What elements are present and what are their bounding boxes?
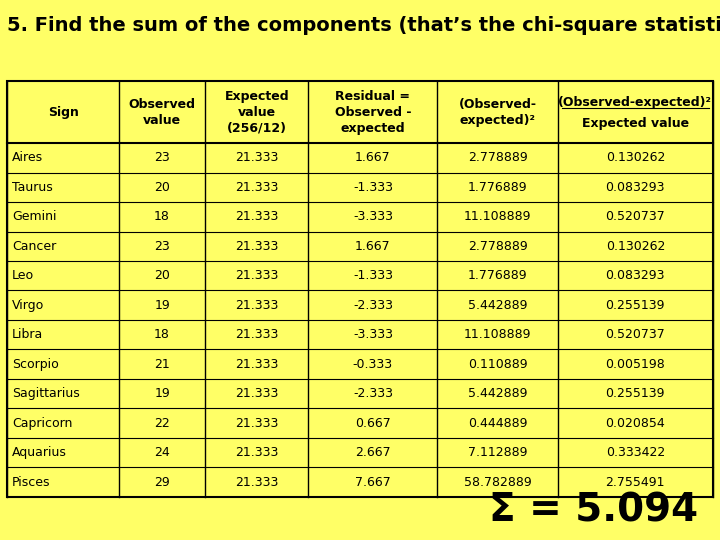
Text: -2.333: -2.333 (353, 299, 393, 312)
Text: Σ = 5.094: Σ = 5.094 (490, 491, 698, 529)
Text: 7.667: 7.667 (355, 476, 391, 489)
Text: 21.333: 21.333 (235, 417, 279, 430)
Text: 7.112889: 7.112889 (468, 446, 528, 459)
Text: Sagittarius: Sagittarius (12, 387, 80, 400)
Text: 22: 22 (154, 417, 170, 430)
Text: 21.333: 21.333 (235, 269, 279, 282)
Text: -3.333: -3.333 (353, 328, 393, 341)
Text: 21.333: 21.333 (235, 151, 279, 164)
Text: Observed
value: Observed value (129, 98, 196, 126)
Text: Capricorn: Capricorn (12, 417, 73, 430)
Text: 21.333: 21.333 (235, 299, 279, 312)
Text: 0.083293: 0.083293 (606, 181, 665, 194)
Text: 2.667: 2.667 (355, 446, 391, 459)
Text: 0.130262: 0.130262 (606, 240, 665, 253)
Text: Cancer: Cancer (12, 240, 56, 253)
Text: Pisces: Pisces (12, 476, 50, 489)
Text: -3.333: -3.333 (353, 210, 393, 223)
Text: 18: 18 (154, 328, 170, 341)
Text: 21.333: 21.333 (235, 476, 279, 489)
Text: 21.333: 21.333 (235, 240, 279, 253)
Text: 5. Find the sum of the components (that’s the chi-square statistic): 5. Find the sum of the components (that’… (7, 16, 720, 35)
Text: -1.333: -1.333 (353, 269, 393, 282)
Text: Aires: Aires (12, 151, 43, 164)
Text: -1.333: -1.333 (353, 181, 393, 194)
Text: 21.333: 21.333 (235, 328, 279, 341)
Text: 19: 19 (154, 387, 170, 400)
Text: Libra: Libra (12, 328, 43, 341)
Text: 0.333422: 0.333422 (606, 446, 665, 459)
Text: 11.108889: 11.108889 (464, 210, 531, 223)
Text: 21.333: 21.333 (235, 210, 279, 223)
Text: 23: 23 (154, 240, 170, 253)
Text: Taurus: Taurus (12, 181, 53, 194)
Text: 1.776889: 1.776889 (468, 181, 528, 194)
Text: 11.108889: 11.108889 (464, 328, 531, 341)
Text: 21.333: 21.333 (235, 387, 279, 400)
Text: 0.005198: 0.005198 (606, 357, 665, 370)
Text: Sign: Sign (48, 105, 78, 119)
Text: 21.333: 21.333 (235, 446, 279, 459)
Text: 21.333: 21.333 (235, 181, 279, 194)
Text: 5.442889: 5.442889 (468, 387, 528, 400)
Text: 2.778889: 2.778889 (468, 240, 528, 253)
Text: 0.130262: 0.130262 (606, 151, 665, 164)
Text: 20: 20 (154, 269, 170, 282)
Text: Residual =
Observed -
expected: Residual = Observed - expected (335, 90, 411, 134)
Text: 0.667: 0.667 (355, 417, 391, 430)
Text: 0.520737: 0.520737 (606, 210, 665, 223)
Text: 2.755491: 2.755491 (606, 476, 665, 489)
Text: 29: 29 (154, 476, 170, 489)
Text: 5.442889: 5.442889 (468, 299, 528, 312)
Text: 1.667: 1.667 (355, 151, 391, 164)
Text: (Observed-
expected)²: (Observed- expected)² (459, 98, 536, 126)
Text: 0.083293: 0.083293 (606, 269, 665, 282)
Text: Gemini: Gemini (12, 210, 57, 223)
Text: (Observed-expected)²: (Observed-expected)² (558, 96, 712, 109)
Text: 58.782889: 58.782889 (464, 476, 531, 489)
Text: Expected
value
(256/12): Expected value (256/12) (225, 90, 289, 134)
Text: Scorpio: Scorpio (12, 357, 59, 370)
Text: 0.110889: 0.110889 (468, 357, 528, 370)
Text: 23: 23 (154, 151, 170, 164)
Text: 2.778889: 2.778889 (468, 151, 528, 164)
Text: Leo: Leo (12, 269, 35, 282)
Text: 0.255139: 0.255139 (606, 299, 665, 312)
Text: Aquarius: Aquarius (12, 446, 67, 459)
Text: -0.333: -0.333 (353, 357, 393, 370)
Text: 18: 18 (154, 210, 170, 223)
Text: 0.520737: 0.520737 (606, 328, 665, 341)
Text: Expected value: Expected value (582, 117, 689, 131)
Text: 24: 24 (154, 446, 170, 459)
Text: 21.333: 21.333 (235, 357, 279, 370)
Text: 1.776889: 1.776889 (468, 269, 528, 282)
Text: 0.255139: 0.255139 (606, 387, 665, 400)
Text: Virgo: Virgo (12, 299, 45, 312)
Text: 19: 19 (154, 299, 170, 312)
Text: 21: 21 (154, 357, 170, 370)
Text: -2.333: -2.333 (353, 387, 393, 400)
Text: 1.667: 1.667 (355, 240, 391, 253)
Text: 20: 20 (154, 181, 170, 194)
Text: 0.444889: 0.444889 (468, 417, 528, 430)
Text: 0.020854: 0.020854 (606, 417, 665, 430)
